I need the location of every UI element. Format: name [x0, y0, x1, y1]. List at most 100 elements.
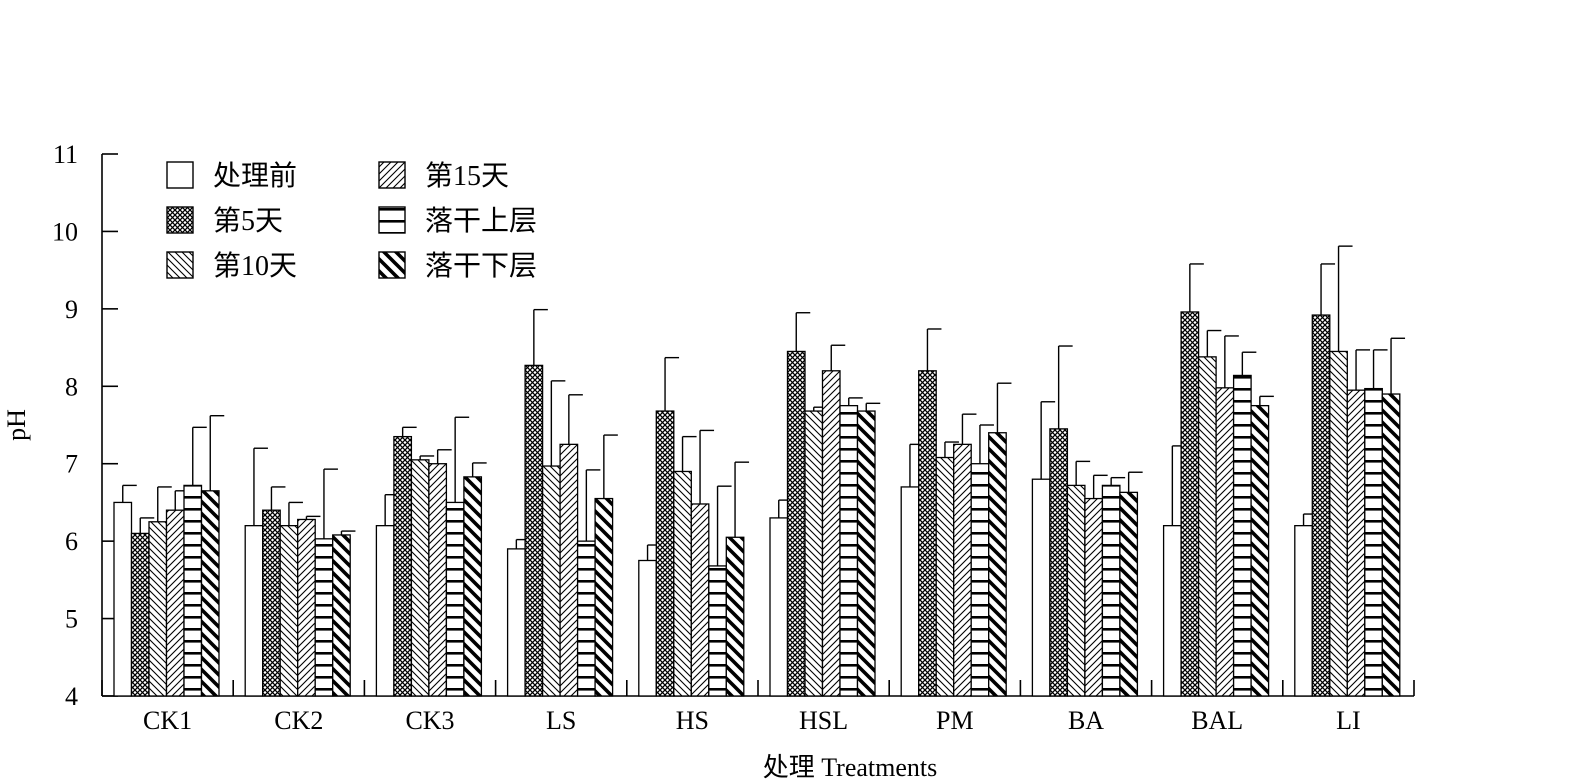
x-tick-label: CK2 — [274, 706, 323, 735]
bar — [821, 370, 841, 697]
bar — [856, 410, 876, 697]
legend-label: 第5天 — [213, 205, 283, 237]
y-tick-label: 9 — [65, 295, 78, 324]
bar — [900, 486, 920, 697]
legend-swatch — [166, 161, 194, 189]
bar — [506, 548, 526, 697]
bar — [594, 497, 614, 697]
legend-swatch — [166, 251, 194, 279]
series-5 — [183, 349, 1388, 697]
bar — [200, 490, 220, 697]
bar — [428, 463, 448, 697]
bar — [410, 459, 430, 697]
bar — [576, 540, 596, 697]
legend-swatch — [378, 206, 406, 234]
y-tick-label: 8 — [65, 372, 78, 401]
legend-label: 处理前 — [213, 160, 297, 192]
legend-item: 第10天 — [166, 250, 297, 282]
bar — [1232, 374, 1252, 697]
bar — [1346, 389, 1366, 697]
bar — [314, 538, 334, 697]
series-6 — [200, 337, 1406, 697]
bar — [297, 518, 316, 697]
axes: 4 5 6 7 8 9 10 11 CK1 CK2 CK3 LS HS HSL PM BA BAL LI — [52, 140, 1415, 735]
legend-item: 落干上层 — [378, 205, 537, 237]
x-tick-label: BA — [1068, 706, 1104, 735]
series-3 — [148, 245, 1353, 697]
bar — [1031, 478, 1051, 697]
x-tick-label: CK3 — [405, 706, 454, 735]
bar — [988, 432, 1007, 697]
legend-item: 第15天 — [378, 160, 509, 192]
bar — [935, 456, 955, 697]
bar — [559, 443, 579, 697]
legend-swatch — [378, 161, 406, 189]
bar — [655, 410, 675, 697]
bar — [445, 501, 465, 697]
bar — [1215, 387, 1235, 697]
bar — [1311, 314, 1331, 697]
bar — [332, 534, 351, 697]
legend-item: 第5天 — [166, 205, 283, 237]
bar — [1119, 491, 1139, 697]
x-tick-label: LI — [1336, 706, 1361, 735]
bar — [393, 435, 413, 697]
y-tick-label: 5 — [65, 605, 78, 634]
bar — [1101, 484, 1121, 697]
bar — [953, 443, 972, 697]
bar — [786, 350, 806, 697]
legend-label: 落干下层 — [425, 250, 537, 282]
bar — [148, 521, 168, 697]
bar — [708, 565, 727, 697]
bar — [1294, 525, 1313, 697]
bar — [130, 532, 150, 697]
y-tick-label: 4 — [65, 682, 78, 711]
bar — [1381, 393, 1401, 697]
y-tick-label: 7 — [65, 450, 78, 479]
bar — [1364, 387, 1383, 697]
bar — [375, 525, 395, 697]
x-tick-label: CK1 — [143, 706, 192, 735]
y-tick-label: 6 — [65, 527, 78, 556]
x-tick-label: LS — [546, 706, 576, 735]
bar — [769, 517, 789, 697]
bar — [918, 370, 937, 697]
legend-label: 第15天 — [425, 160, 509, 192]
x-tick-label: PM — [936, 706, 974, 735]
bar — [690, 503, 710, 697]
bar — [1180, 311, 1200, 697]
bar — [804, 410, 824, 697]
bar — [524, 364, 544, 697]
bar — [165, 509, 185, 697]
bar — [262, 509, 281, 697]
legend-swatch — [378, 251, 406, 279]
bar — [183, 484, 203, 697]
bar — [113, 501, 133, 697]
bar — [463, 476, 483, 697]
bar — [541, 465, 561, 697]
series-4 — [165, 335, 1371, 697]
bar — [638, 559, 657, 697]
bar — [1197, 356, 1217, 697]
series-2 — [130, 263, 1336, 697]
bar — [673, 470, 692, 697]
x-axis-title: 处理 Treatments — [763, 753, 938, 782]
bar — [970, 463, 990, 697]
legend-label: 落干上层 — [425, 205, 537, 237]
x-tick-label: HSL — [799, 706, 848, 735]
bar — [1250, 404, 1270, 697]
legend-item: 处理前 — [166, 160, 297, 192]
y-tick-label: 11 — [53, 140, 78, 169]
legend-swatch — [166, 206, 194, 234]
legend-label: 第10天 — [213, 250, 297, 282]
bar — [244, 525, 264, 697]
bar — [839, 404, 859, 697]
y-axis-title: pH — [2, 409, 31, 441]
bar — [1084, 497, 1104, 697]
bar — [279, 525, 299, 697]
x-tick-label: BAL — [1191, 706, 1243, 735]
bar — [1066, 484, 1086, 697]
bar — [1329, 350, 1348, 697]
legend-item: 落干下层 — [378, 250, 537, 282]
